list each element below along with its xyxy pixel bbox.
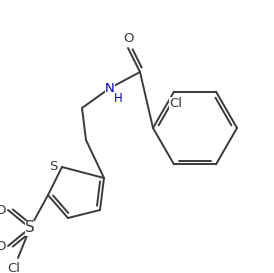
- Text: S: S: [49, 161, 57, 174]
- Text: O: O: [0, 203, 5, 216]
- Text: O: O: [0, 239, 5, 253]
- Text: O: O: [123, 32, 133, 46]
- Text: S: S: [25, 221, 35, 236]
- Text: H: H: [114, 91, 122, 105]
- Text: Cl: Cl: [170, 97, 182, 110]
- Text: N: N: [105, 82, 115, 94]
- Text: Cl: Cl: [7, 262, 21, 273]
